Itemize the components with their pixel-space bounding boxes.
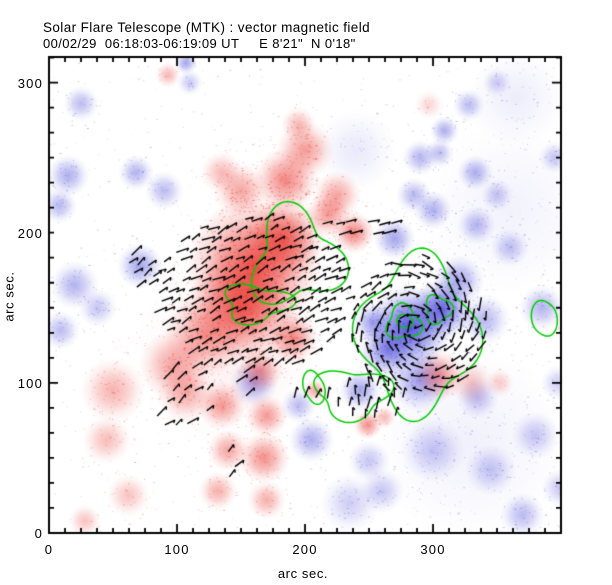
chart-subtitle: 00/02/29 06:18:03-06:19:09 UT E 8'21" N … [43,36,356,51]
y-tick-label: 200 [17,225,43,241]
x-tick-label: 200 [292,542,318,557]
x-tick-label: 300 [420,542,446,557]
chart-title: Solar Flare Telescope (MTK) : vector mag… [43,20,371,35]
y-tick-label: 100 [17,375,43,391]
x-tick-label: 0 [44,542,54,557]
y-tick-label: 0 [34,526,43,541]
x-axis-label: arc sec. [277,566,329,581]
y-tick-label: 300 [17,75,43,91]
x-tick-label: 100 [164,542,190,557]
y-axis-label: arc sec. [1,271,17,322]
